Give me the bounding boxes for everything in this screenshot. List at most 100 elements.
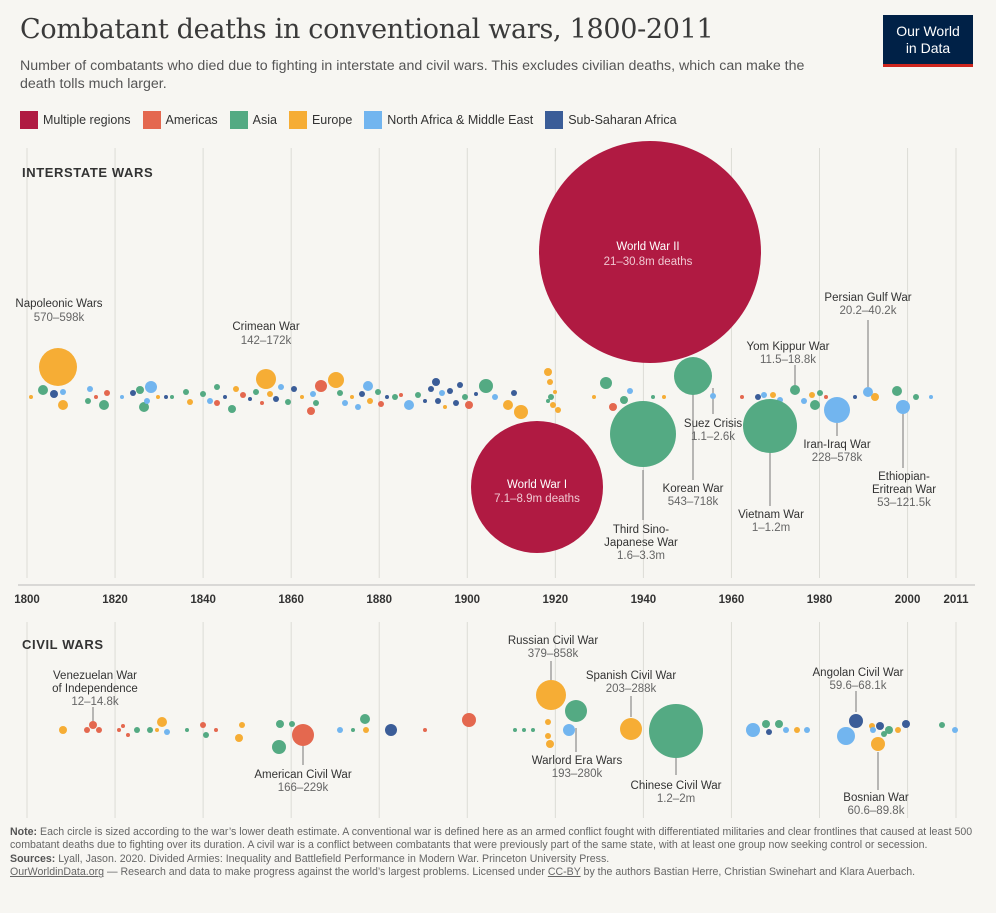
war-bubble[interactable] xyxy=(38,385,48,395)
war-bubble[interactable] xyxy=(479,379,493,393)
war-bubble[interactable] xyxy=(315,380,327,392)
bubble-persian-gulf-war[interactable] xyxy=(863,387,873,397)
war-bubble[interactable] xyxy=(563,724,575,736)
war-bubble[interactable] xyxy=(651,395,655,399)
bubble-chinese-civil-war[interactable] xyxy=(649,704,703,758)
war-bubble[interactable] xyxy=(513,728,517,732)
bubble-russian-civil-war[interactable] xyxy=(536,680,566,710)
war-bubble[interactable] xyxy=(385,395,389,399)
war-bubble[interactable] xyxy=(399,393,403,397)
bubble-yom-kippur-war[interactable] xyxy=(790,385,800,395)
war-bubble[interactable] xyxy=(120,395,124,399)
war-bubble[interactable] xyxy=(553,390,557,394)
legend-item-multiple[interactable]: Multiple regions xyxy=(20,111,131,129)
war-bubble[interactable] xyxy=(439,390,445,396)
war-bubble[interactable] xyxy=(783,727,789,733)
war-bubble[interactable] xyxy=(627,388,633,394)
war-bubble[interactable] xyxy=(50,390,58,398)
war-bubble[interactable] xyxy=(272,740,286,754)
war-bubble[interactable] xyxy=(200,722,206,728)
legend-item-europe[interactable]: Europe xyxy=(288,111,352,129)
war-bubble[interactable] xyxy=(276,720,284,728)
war-bubble[interactable] xyxy=(253,389,259,395)
war-bubble[interactable] xyxy=(183,389,189,395)
legend-item-asia[interactable]: Asia xyxy=(229,111,277,129)
war-bubble[interactable] xyxy=(531,728,535,732)
war-bubble[interactable] xyxy=(548,394,554,400)
bubble-world-war-i[interactable] xyxy=(471,421,603,553)
war-bubble[interactable] xyxy=(770,392,776,398)
war-bubble[interactable] xyxy=(817,390,823,396)
war-bubble[interactable] xyxy=(187,399,193,405)
war-bubble[interactable] xyxy=(58,400,68,410)
war-bubble[interactable] xyxy=(337,727,343,733)
war-bubble[interactable] xyxy=(134,727,140,733)
war-bubble[interactable] xyxy=(385,724,397,736)
war-bubble[interactable] xyxy=(313,400,319,406)
war-bubble[interactable] xyxy=(423,399,427,403)
war-bubble[interactable] xyxy=(892,386,902,396)
war-bubble[interactable] xyxy=(285,399,291,405)
war-bubble[interactable] xyxy=(609,403,617,411)
war-bubble[interactable] xyxy=(762,720,770,728)
war-bubble[interactable] xyxy=(363,381,373,391)
war-bubble[interactable] xyxy=(228,405,236,413)
war-bubble[interactable] xyxy=(462,713,476,727)
war-bubble[interactable] xyxy=(273,396,279,402)
war-bubble[interactable] xyxy=(555,407,561,413)
bubble-ethiopian-eritrean-war[interactable] xyxy=(896,400,910,414)
war-bubble[interactable] xyxy=(360,714,370,724)
war-bubble[interactable] xyxy=(84,727,90,733)
war-bubble[interactable] xyxy=(136,386,144,394)
war-bubble[interactable] xyxy=(546,399,550,403)
bubble-angolan-civil-war[interactable] xyxy=(849,714,863,728)
war-bubble[interactable] xyxy=(29,395,33,399)
war-bubble[interactable] xyxy=(443,405,447,409)
war-bubble[interactable] xyxy=(214,384,220,390)
war-bubble[interactable] xyxy=(876,722,884,730)
war-bubble[interactable] xyxy=(144,398,150,404)
war-bubble[interactable] xyxy=(766,729,772,735)
war-bubble[interactable] xyxy=(342,400,348,406)
war-bubble[interactable] xyxy=(804,727,810,733)
war-bubble[interactable] xyxy=(203,732,209,738)
war-bubble[interactable] xyxy=(170,395,174,399)
war-bubble[interactable] xyxy=(267,391,273,397)
war-bubble[interactable] xyxy=(544,368,552,376)
legend-item-mena[interactable]: North Africa & Middle East xyxy=(364,111,533,129)
bubble-napoleonic-wars[interactable] xyxy=(39,348,77,386)
war-bubble[interactable] xyxy=(355,404,361,410)
bubble-vietnam-war[interactable] xyxy=(743,399,797,453)
war-bubble[interactable] xyxy=(404,400,414,410)
war-bubble[interactable] xyxy=(240,392,246,398)
war-bubble[interactable] xyxy=(809,392,815,398)
war-bubble[interactable] xyxy=(164,395,168,399)
war-bubble[interactable] xyxy=(145,381,157,393)
war-bubble[interactable] xyxy=(794,727,800,733)
war-bubble[interactable] xyxy=(289,721,295,727)
war-bubble[interactable] xyxy=(474,392,478,396)
war-bubble[interactable] xyxy=(465,401,473,409)
war-bubble[interactable] xyxy=(453,400,459,406)
war-bubble[interactable] xyxy=(350,395,354,399)
war-bubble[interactable] xyxy=(801,398,807,404)
war-bubble[interactable] xyxy=(375,389,381,395)
war-bubble[interactable] xyxy=(157,717,167,727)
bubble-venezuelan-war[interactable] xyxy=(89,721,97,729)
war-bubble[interactable] xyxy=(328,372,344,388)
legend-item-americas[interactable]: Americas xyxy=(142,111,218,129)
war-bubble[interactable] xyxy=(260,401,264,405)
war-bubble[interactable] xyxy=(492,394,498,400)
war-bubble[interactable] xyxy=(200,391,206,397)
bubble-korean-war[interactable] xyxy=(674,357,712,395)
war-bubble[interactable] xyxy=(837,727,855,745)
bubble-world-war-ii[interactable] xyxy=(539,141,761,363)
war-bubble[interactable] xyxy=(755,394,761,400)
war-bubble[interactable] xyxy=(60,389,66,395)
war-bubble[interactable] xyxy=(550,402,556,408)
war-bubble[interactable] xyxy=(130,390,136,396)
war-bubble[interactable] xyxy=(457,382,463,388)
war-bubble[interactable] xyxy=(511,390,517,396)
war-bubble[interactable] xyxy=(392,394,398,400)
war-bubble[interactable] xyxy=(139,402,149,412)
